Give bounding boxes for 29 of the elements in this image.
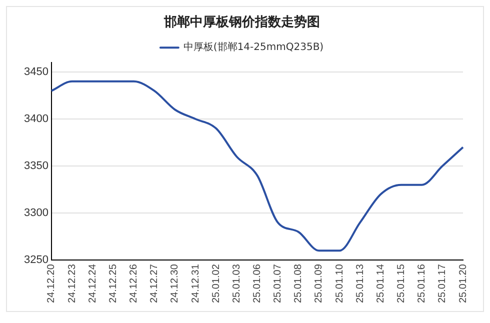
x-tick-label: 24.12.24 [87,264,98,304]
x-tick-label: 25.01.16 [416,264,428,304]
x-tick-label: 24.12.23 [66,264,78,304]
x-tick-label: 25.01.07 [272,264,284,304]
y-tick-label: 3400 [24,113,48,126]
y-tick-label: 3300 [24,207,48,220]
x-tick-label: 25.01.10 [334,264,346,304]
x-tick-label: 24.12.25 [108,264,119,304]
x-tick-label: 25.01.08 [293,264,304,304]
x-tick-label: 25.01.13 [354,264,366,304]
x-tick-label: 24.12.20 [46,264,58,304]
line-series [50,80,464,252]
y-tick-label: 3250 [24,254,48,266]
x-tick-label: 25.01.17 [437,264,448,304]
legend-label: 中厚板(邯郸14-25mmQ235B) [183,41,324,54]
x-tick-label: 25.01.06 [252,264,263,304]
x-tick-label: 24.12.26 [128,264,140,304]
x-tick-label: 25.01.14 [375,264,386,304]
y-tick-label: 3450 [24,66,48,78]
x-tick-label: 25.01.20 [458,264,469,304]
x-tick-label: 25.01.09 [314,264,325,304]
x-tick-label: 25.01.02 [210,264,222,304]
x-tick-label: 25.01.15 [396,264,408,304]
x-tick-label: 24.12.30 [170,264,181,304]
x-tick-label: 24.12.27 [149,264,160,304]
y-tick-label: 3350 [24,160,48,172]
chart-title: 邯郸中厚板钢价指数走势图 [163,14,320,30]
x-tick-label: 25.01.03 [231,264,242,304]
x-tick-label: 24.12.31 [190,264,202,304]
